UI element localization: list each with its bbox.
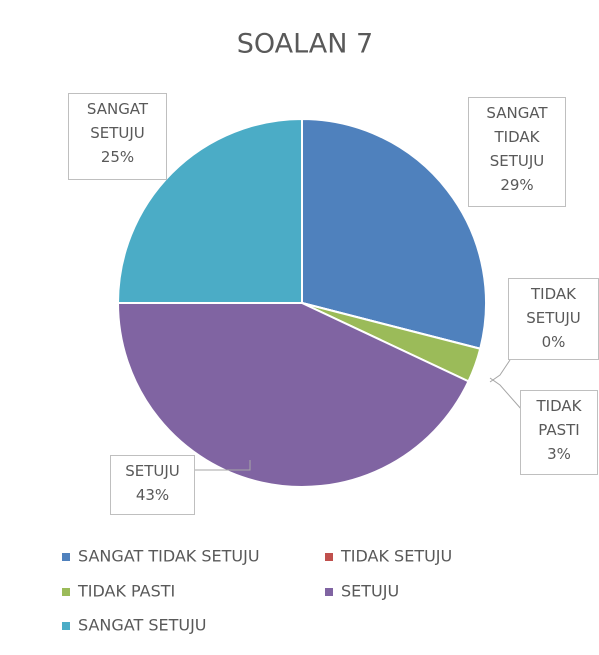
data-label: TIDAK PASTI 3% — [520, 390, 598, 475]
pie-slice — [116, 302, 470, 488]
pie-slice — [301, 117, 487, 350]
data-label-value: 43% — [135, 486, 170, 504]
data-label-category: TIDAK SETUJU — [526, 285, 581, 327]
legend-label: SANGAT TIDAK SETUJU — [78, 547, 260, 566]
legend-swatch — [62, 553, 70, 561]
chart-title: SOALAN 7 — [237, 29, 373, 60]
leader-line — [489, 359, 511, 383]
data-label: TIDAK SETUJU 0% — [508, 278, 599, 360]
data-label: SETUJU 43% — [110, 455, 195, 515]
legend: SANGAT TIDAK SETUJU TIDAK SETUJU TIDAK PAS… — [62, 547, 452, 635]
legend-label: TIDAK SETUJU — [340, 547, 452, 566]
legend-label: TIDAK PASTI — [77, 582, 175, 601]
legend-swatch — [325, 588, 333, 596]
data-label: SANGAT SETUJU 25% — [68, 93, 167, 180]
data-label-value: 3% — [547, 445, 571, 463]
legend-label: SANGAT SETUJU — [78, 616, 207, 635]
legend-swatch — [62, 588, 70, 596]
data-label-value: 0% — [541, 333, 566, 351]
pie-slice — [116, 117, 303, 304]
data-label-category: TIDAK PASTI — [536, 397, 582, 439]
data-label: SANGAT TIDAK SETUJU 29% — [468, 97, 566, 207]
data-label-category: SANGAT SETUJU — [86, 100, 149, 142]
data-label-value: 25% — [100, 148, 135, 166]
leader-line — [195, 460, 251, 471]
legend-swatch — [325, 553, 333, 561]
legend-label: SETUJU — [341, 582, 399, 601]
legend-swatch — [62, 622, 70, 630]
data-label-category: SANGAT TIDAK SETUJU — [486, 104, 548, 170]
slices — [116, 117, 487, 488]
leader-line — [489, 377, 523, 411]
data-label-value: 29% — [500, 176, 534, 194]
data-label-category: SETUJU — [125, 462, 180, 480]
